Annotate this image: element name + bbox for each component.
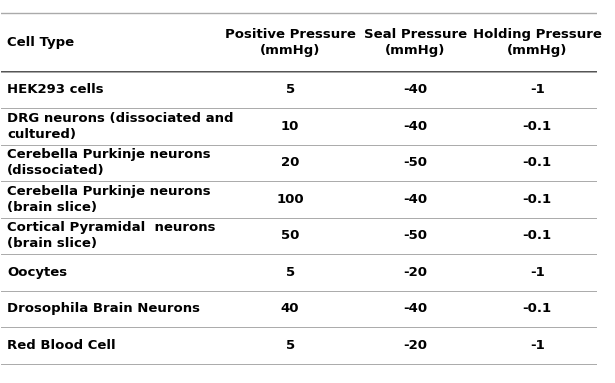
Text: 5: 5	[285, 83, 295, 97]
Text: -0.1: -0.1	[523, 120, 552, 133]
Text: Seal Pressure
(mmHg): Seal Pressure (mmHg)	[363, 28, 467, 57]
Text: -1: -1	[530, 339, 545, 352]
Text: 5: 5	[285, 266, 295, 279]
Text: DRG neurons (dissociated and
cultured): DRG neurons (dissociated and cultured)	[7, 112, 234, 141]
Text: -0.1: -0.1	[523, 229, 552, 242]
Text: 5: 5	[285, 339, 295, 352]
Text: Positive Pressure
(mmHg): Positive Pressure (mmHg)	[224, 28, 355, 57]
Text: Cerebella Purkinje neurons
(brain slice): Cerebella Purkinje neurons (brain slice)	[7, 185, 211, 214]
Text: Holding Pressure
(mmHg): Holding Pressure (mmHg)	[473, 28, 601, 57]
Text: -0.1: -0.1	[523, 303, 552, 316]
Text: -40: -40	[403, 303, 427, 316]
Text: Cortical Pyramidal  neurons
(brain slice): Cortical Pyramidal neurons (brain slice)	[7, 221, 216, 250]
Text: -0.1: -0.1	[523, 193, 552, 206]
Text: Cerebella Purkinje neurons
(dissociated): Cerebella Purkinje neurons (dissociated)	[7, 149, 211, 177]
Text: 100: 100	[276, 193, 304, 206]
Text: -50: -50	[403, 157, 427, 170]
Text: Oocytes: Oocytes	[7, 266, 68, 279]
Text: -40: -40	[403, 193, 427, 206]
Text: Cell Type: Cell Type	[7, 36, 74, 49]
Text: Red Blood Cell: Red Blood Cell	[7, 339, 116, 352]
Text: -0.1: -0.1	[523, 157, 552, 170]
Text: HEK293 cells: HEK293 cells	[7, 83, 104, 97]
Text: Drosophila Brain Neurons: Drosophila Brain Neurons	[7, 303, 200, 316]
Text: 40: 40	[281, 303, 300, 316]
Text: -40: -40	[403, 83, 427, 97]
Text: 10: 10	[281, 120, 300, 133]
Text: -40: -40	[403, 120, 427, 133]
Text: 50: 50	[281, 229, 300, 242]
Text: 20: 20	[281, 157, 300, 170]
Text: -50: -50	[403, 229, 427, 242]
Text: -1: -1	[530, 83, 545, 97]
Text: -1: -1	[530, 266, 545, 279]
Text: -20: -20	[403, 266, 427, 279]
Text: -20: -20	[403, 339, 427, 352]
